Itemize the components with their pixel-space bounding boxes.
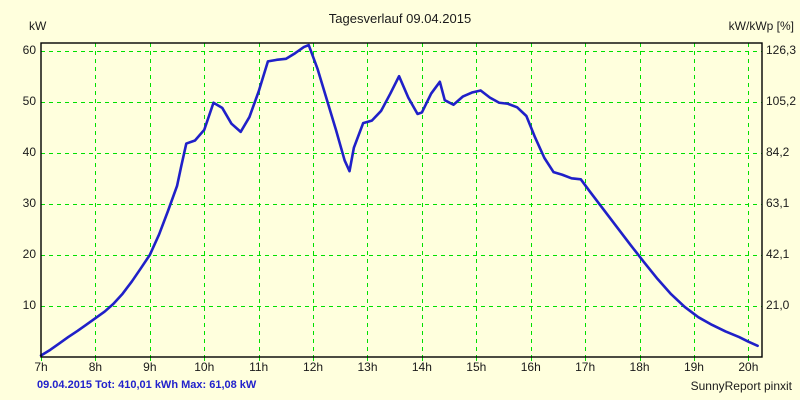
summary-footer-text: 09.04.2015 Tot: 410,01 kWh Max: 61,08 kW: [37, 379, 257, 391]
y-axis-left-tick-label: 10: [22, 297, 36, 312]
x-axis-tick-label: 8h: [88, 360, 103, 374]
y-axis-left-tick-label: 20: [22, 246, 36, 261]
x-axis-tick-label: 14h: [411, 360, 432, 374]
x-axis-tick-label: 9h: [143, 360, 157, 374]
y-axis-right-tick-label: 42,1: [766, 246, 790, 261]
x-axis-tick-label: 16h: [520, 360, 541, 374]
x-axis-tick-label: 17h: [575, 360, 596, 374]
x-axis-tick-label: 19h: [683, 360, 704, 374]
y-axis-left-tick-label: 50: [22, 93, 36, 108]
y-axis-right-tick-label: 21,0: [766, 298, 790, 313]
y-axis-right-tick-label: 105,2: [766, 93, 797, 108]
y-axis-left-tick-label: 40: [22, 144, 36, 159]
chart-title: Tagesverlauf 09.04.2015: [328, 11, 472, 26]
y-axis-left-tick-label: 30: [22, 195, 36, 210]
y-axis-right-tick-label: 63,1: [766, 196, 790, 210]
y-axis-right-tick-label: 126,3: [766, 42, 797, 57]
x-axis-tick-label: 13h: [357, 360, 378, 374]
x-axis-tick-label: 20h: [738, 360, 759, 374]
y-axis-left-tick-label: 60: [22, 42, 36, 57]
x-axis-tick-label: 11h: [249, 360, 269, 374]
grid-lines: [41, 43, 762, 357]
right-axis-unit-label: kW/kWp [%]: [728, 19, 794, 33]
x-axis-tick-label: 12h: [303, 360, 324, 374]
left-axis-unit-label: kW: [29, 19, 47, 33]
report-source-label: SunnyReport pinxit: [690, 379, 792, 393]
plot-border: [40, 42, 763, 358]
x-axis-tick-label: 10h: [194, 360, 215, 374]
x-axis-tick-label: 18h: [629, 360, 650, 374]
y-axis-right-tick-label: 84,2: [766, 144, 790, 159]
x-axis-tick-label: 15h: [466, 360, 487, 374]
plot-background: [41, 43, 762, 357]
power-curve-line: [39, 43, 759, 357]
x-axis-tick-label: 7h: [34, 360, 48, 374]
